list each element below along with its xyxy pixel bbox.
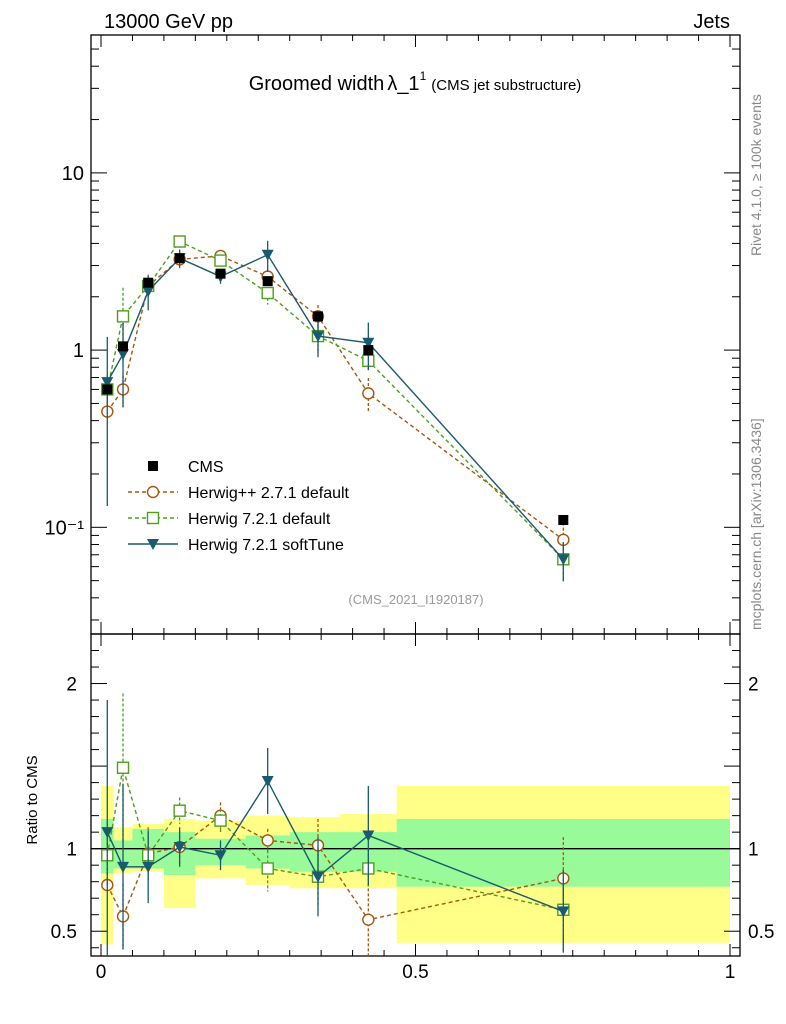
analysis-watermark: (CMS_2021_I1920187) [348,592,483,607]
data-point [143,277,154,288]
data-point [558,514,569,525]
ratio-point [116,761,130,774]
ratio-point [142,861,155,873]
ratio-point [101,827,114,839]
data-point [262,276,273,287]
ratio-point [173,804,186,817]
main-point [117,349,130,361]
ratio-point [214,850,227,862]
ratio-y-tick-label-right: 1 [748,840,759,861]
ratio-y-tick-label-right: 0.5 [748,922,774,943]
main-point [142,286,155,298]
main-point [557,554,570,566]
data-point [215,268,226,279]
ratio-point [557,906,570,918]
legend-label: Herwig 7.2.1 softTune [188,537,344,554]
chart-title-main: Groomed width [249,73,385,95]
ratio-y-tick-label: 1 [66,840,77,861]
ratio-point [261,834,274,847]
main-series-line [106,240,564,560]
main-point [261,286,274,300]
data-point [118,341,129,352]
chart-title-sub: (CMS jet substructure) [431,77,581,94]
main-point [116,310,130,323]
main-series-line [106,255,564,541]
legend-label: Herwig++ 2.7.1 default [188,485,350,502]
x-tick-label: 1 [725,962,736,983]
ratio-y-tick-label: 2 [66,675,77,696]
ratio-point [261,775,274,787]
chart-title-sup: 1 [420,69,427,83]
data-point [174,253,185,264]
legend-marker [147,539,159,550]
ratio-point [261,862,274,875]
legend-marker [146,485,160,499]
ratio-ylabel: Ratio to CMS [24,755,41,844]
header-right-label: Jets [693,11,730,33]
ratio-point [214,814,227,827]
legend-marker [146,511,160,525]
ratio-point [312,871,325,883]
main-point [312,331,325,343]
ratio-point [362,830,375,842]
rivet-version-label: Rivet 4.1.0, ≥ 100k events [748,94,764,256]
data-point [102,384,113,395]
legend: CMS Herwig++ 2.7.1 default Herwig 7.2.1 de… [128,459,350,554]
mcplots-label: mcplots.cern.ch [arXiv:1306.3436] [748,418,764,630]
ratio-point [117,861,130,873]
chart-title-lambda: λ_1 [387,73,419,95]
ratio-y-tick-label: 0.5 [51,922,77,943]
main-series-line [106,253,564,560]
legend-label-data: CMS [188,459,224,476]
x-tick-label: 0.5 [402,962,428,983]
main-point [261,249,274,261]
x-tick-label: 0 [96,962,107,983]
main-point [214,254,227,267]
data-point [313,311,324,322]
y-tick-label: 10⁻¹ [45,517,85,539]
main-point [362,337,375,349]
ratio-point [173,842,186,854]
legend-marker-data [148,461,158,471]
main-point [101,377,114,389]
ratio-panel: 0 0.5 1 0.5 0.5 1 1 2 2 [51,35,774,983]
data-point [363,345,374,356]
header-left-label: 13000 GeV pp [104,11,233,33]
y-tick-label: 10 [62,163,84,185]
ratio-y-tick-label-right: 2 [748,675,759,696]
ratio-series-line [106,814,564,921]
legend-label: Herwig 7.2.1 default [188,511,331,528]
ratio-point [362,913,375,926]
y-tick-label: 1 [73,340,84,362]
main-point [362,387,375,400]
main-point [173,235,186,248]
main-panel: 10⁻¹ 1 10 [45,34,741,635]
chart-title: Groomed width λ_11 (CMS jet substructure) [249,69,582,95]
